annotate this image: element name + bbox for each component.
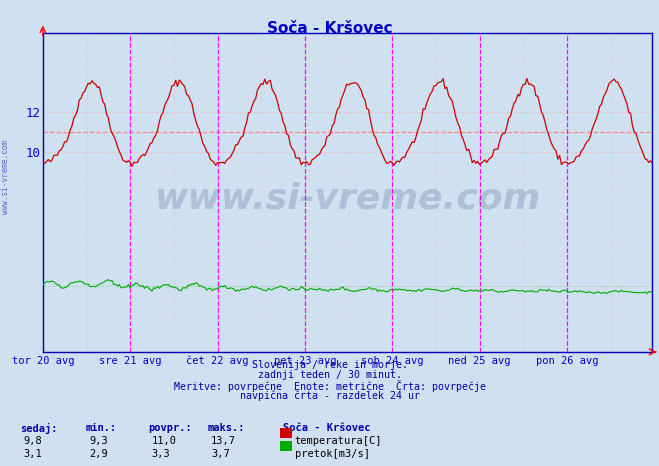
Text: 3,1: 3,1 xyxy=(23,449,42,459)
Text: maks.:: maks.: xyxy=(208,423,245,432)
Text: 9,3: 9,3 xyxy=(89,436,107,445)
Text: Slovenija / reke in morje.: Slovenija / reke in morje. xyxy=(252,360,407,370)
Text: www.si-vreme.com: www.si-vreme.com xyxy=(155,182,540,216)
Text: temperatura[C]: temperatura[C] xyxy=(295,436,382,445)
Text: Soča - Kršovec: Soča - Kršovec xyxy=(267,21,392,36)
Text: 2,9: 2,9 xyxy=(89,449,107,459)
Text: Soča - Kršovec: Soča - Kršovec xyxy=(283,423,371,432)
Text: 11,0: 11,0 xyxy=(152,436,177,445)
Text: povpr.:: povpr.: xyxy=(148,423,192,432)
Text: 13,7: 13,7 xyxy=(211,436,236,445)
Text: 3,7: 3,7 xyxy=(211,449,229,459)
Text: Meritve: povrpečne  Enote: metrične  Črta: povrpečje: Meritve: povrpečne Enote: metrične Črta:… xyxy=(173,380,486,392)
Text: sedaj:: sedaj: xyxy=(20,423,57,434)
Text: 9,8: 9,8 xyxy=(23,436,42,445)
Text: zadnji teden / 30 minut.: zadnji teden / 30 minut. xyxy=(258,370,401,380)
Text: www.si-vreme.com: www.si-vreme.com xyxy=(1,140,10,214)
Text: min.:: min.: xyxy=(86,423,117,432)
Text: navpična črta - razdelek 24 ur: navpična črta - razdelek 24 ur xyxy=(239,391,420,401)
Text: 3,3: 3,3 xyxy=(152,449,170,459)
Text: pretok[m3/s]: pretok[m3/s] xyxy=(295,449,370,459)
